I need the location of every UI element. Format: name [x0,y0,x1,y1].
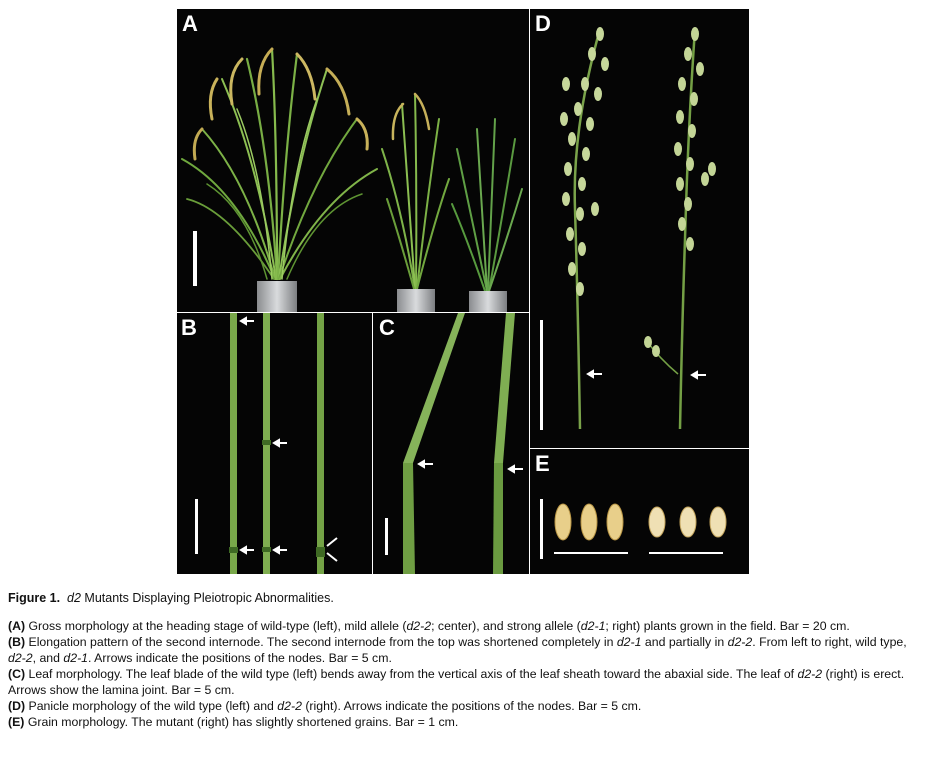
d2-1-plant [451,118,523,292]
scale-bar-e-right [649,552,723,554]
stem-wild-type [229,313,238,574]
grains-d2-2 [648,506,727,538]
panel-label-c: C [379,315,395,340]
leaves-photo [385,313,523,574]
caption-d: (D) Panicle morphology of the wild type … [8,699,642,713]
panel-d-panicles: D [530,9,749,448]
internodes-photo [195,313,338,574]
panel-label-b: B [181,315,197,340]
scale-bar-e-vertical [540,499,543,559]
grains-photo [540,499,727,559]
panel-e-grains: E [530,449,749,574]
panicle-wild-type [560,27,609,430]
pot-d2-1 [469,291,507,312]
scale-bar-c [385,518,388,555]
leaf-wild-type [403,313,465,574]
pot-d2-2 [397,289,435,312]
pot-wild-type [257,281,297,312]
scale-bar-e-left [554,552,628,554]
caption-a: (A) Gross morphology at the heading stag… [8,619,850,633]
figure-title: Figure 1. d2 Mutants Displaying Pleiotro… [8,591,334,605]
d2-2-plant [381,92,450,290]
panicles-photo [540,27,716,430]
figure-caption: (A) Gross morphology at the heading stag… [8,618,923,730]
panel-label-d: D [535,11,551,36]
panel-c-leaves: C [373,313,529,574]
leaf-d2-2 [493,313,515,574]
plants-photo [181,47,523,312]
scale-bar-a [193,231,197,286]
panel-label-a: A [182,11,198,36]
scale-bar-b [195,499,198,554]
caption-b: (B) Elongation pattern of the second int… [8,635,907,665]
caption-c: (C) Leaf morphology. The leaf blade of t… [8,667,905,697]
panicle-d2-2 [644,27,716,430]
wild-type-plant [181,47,378,281]
grains-wild-type [554,503,624,541]
stem-d2-1 [316,313,325,574]
panel-b-internodes: B [177,313,372,574]
panel-a-plants: A [177,9,529,312]
scale-bar-d [540,320,543,430]
node-arrows [239,316,338,562]
panel-label-e: E [535,451,550,476]
caption-e: (E) Grain morphology. The mutant (right)… [8,715,459,729]
panicle-node-arrows [586,369,706,380]
lamina-joint-arrows [417,459,523,474]
stem-d2-2 [262,313,271,574]
